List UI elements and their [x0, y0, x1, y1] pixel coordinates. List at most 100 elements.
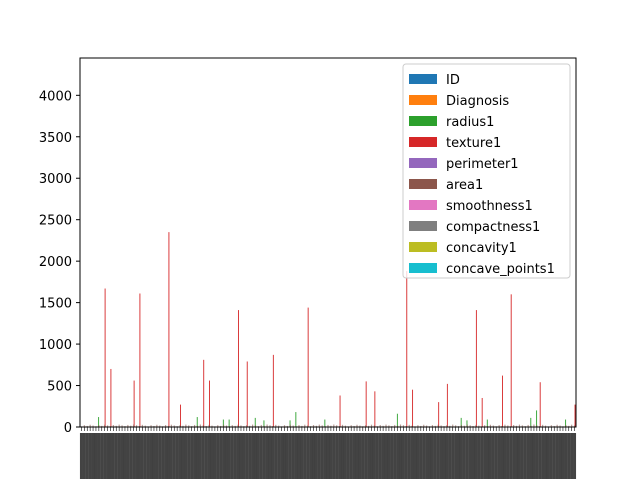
x-tick-label [352, 433, 356, 479]
x-tick-label [239, 433, 243, 479]
bar-small [463, 425, 465, 427]
bar-small [223, 424, 225, 427]
x-tick-label [544, 433, 548, 479]
x-tick-label [129, 433, 133, 479]
x-tick-label [193, 433, 197, 479]
x-tick-label [262, 433, 266, 479]
bar-perimeter1 [98, 417, 100, 427]
bar-small [394, 424, 396, 427]
x-tick-label [204, 433, 208, 479]
bar-area1 [168, 232, 170, 427]
x-tick-label [242, 433, 246, 479]
bar-small [301, 425, 303, 427]
bar-small [518, 424, 521, 427]
bar-small [344, 425, 346, 427]
y-tick-label: 2500 [39, 214, 72, 229]
bar-small [312, 425, 315, 427]
bar-small [246, 425, 248, 427]
x-tick-label [372, 433, 376, 479]
y-tick-label: 1000 [39, 338, 72, 353]
bar-small [513, 425, 515, 427]
x-tick-label [317, 433, 321, 479]
x-tick-label [413, 433, 417, 479]
x-tick-label [430, 433, 434, 479]
x-tick-label [419, 433, 423, 479]
y-tick-label: 500 [47, 380, 72, 395]
x-tick-label [259, 433, 263, 479]
bar-small [101, 425, 103, 427]
bar-small [141, 424, 143, 427]
x-tick-label [103, 433, 107, 479]
bar-perimeter1 [486, 419, 488, 427]
bar-area1 [374, 391, 376, 427]
legend-entry: concave_points1 [446, 262, 555, 277]
x-tick-label [166, 433, 170, 479]
bar-small [121, 425, 123, 427]
bar-small [533, 424, 535, 427]
x-tick-label [132, 433, 136, 479]
bar-small [559, 425, 561, 427]
bar-small [498, 425, 500, 427]
bar-small [188, 425, 190, 427]
bar-area1 [104, 288, 106, 427]
legend: ID Diagnosis radius1 texture1 perimeter1 area… [402, 63, 571, 279]
x-tick-label [549, 433, 553, 479]
bar-perimeter1 [222, 419, 224, 427]
bar-small [379, 425, 381, 427]
bar-small [446, 425, 448, 427]
x-tick-label [309, 433, 313, 479]
bar-small [423, 424, 425, 427]
bar-small [553, 425, 555, 427]
x-tick-label [291, 433, 295, 479]
x-tick-label [158, 433, 162, 479]
x-tick-label [271, 433, 275, 479]
legend-swatch [409, 200, 437, 210]
x-tick-label [195, 433, 199, 479]
bar-small [397, 425, 399, 427]
x-tick-label [97, 433, 101, 479]
x-tick-label [428, 433, 432, 479]
x-tick-label [500, 433, 504, 479]
bar-area1 [574, 404, 576, 427]
x-tick-label [509, 433, 513, 479]
bar-small [199, 424, 201, 427]
x-tick-label [358, 433, 362, 479]
x-tick-label [161, 433, 165, 479]
bar-area1 [246, 361, 248, 427]
legend-entry: texture1 [446, 136, 501, 151]
bar-small [466, 424, 468, 427]
bar-small [489, 424, 492, 427]
x-tick-label [387, 433, 391, 479]
x-tick-label [88, 433, 92, 479]
x-tick-label [164, 433, 168, 479]
x-tick-label [210, 433, 214, 479]
x-tick-label [326, 433, 330, 479]
x-tick-label [140, 433, 144, 479]
legend-swatch [409, 179, 437, 189]
bar-small [484, 425, 486, 427]
x-tick-label [471, 433, 475, 479]
bar-small [542, 424, 544, 427]
bar-small [411, 425, 413, 427]
x-tick-label [135, 433, 139, 479]
x-tick-label [236, 433, 240, 479]
x-tick-label [178, 433, 182, 479]
bar-small [98, 425, 100, 427]
bar-small [370, 424, 373, 427]
bar-area1 [110, 368, 112, 427]
x-tick-label [538, 433, 542, 479]
bar-small [283, 425, 286, 427]
x-tick-label [213, 433, 217, 479]
x-tick-label [253, 433, 257, 479]
bar-area1 [510, 294, 512, 427]
x-tick-label [169, 433, 173, 479]
bar-small [269, 425, 271, 427]
x-tick-label [268, 433, 272, 479]
legend-entry: smoothness1 [446, 199, 533, 214]
x-tick-label [555, 433, 559, 479]
x-tick-label [94, 433, 98, 479]
bar-area1 [438, 402, 440, 427]
legend-swatch [409, 74, 437, 84]
bar-perimeter1 [196, 417, 198, 427]
bar-small [382, 425, 384, 427]
